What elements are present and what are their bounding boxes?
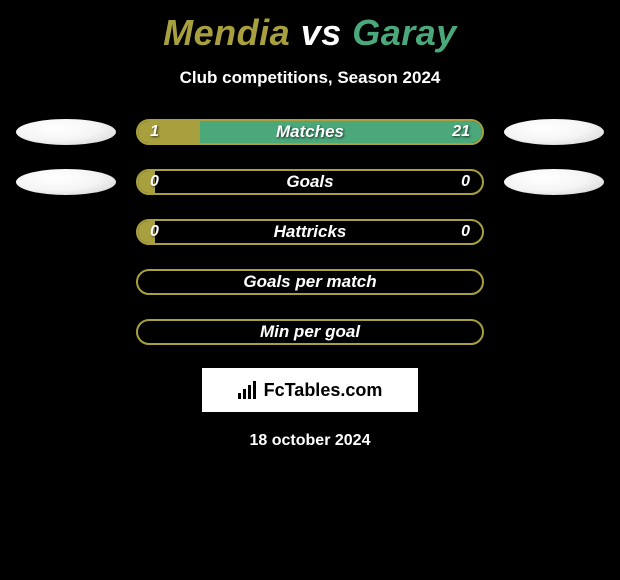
player1-name: Mendia [163,12,290,53]
bar-chart-icon [238,381,256,399]
stat-label: Goals [138,171,482,193]
stat-label: Hattricks [138,221,482,243]
stat-label: Min per goal [138,321,482,343]
logo-box: FcTables.com [202,368,418,412]
stat-value-left: 1 [150,121,159,143]
date-text: 18 october 2024 [0,432,620,450]
player1-avatar [16,169,116,195]
stat-row: Matches1 21 [0,118,620,146]
stat-label: Matches [138,121,482,143]
player1-avatar [16,119,116,145]
stat-bar: Hattricks0 0 [136,219,484,245]
vs-text: vs [301,12,342,53]
stat-row: Goals0 0 [0,168,620,196]
stat-row: Min per goal [0,318,620,346]
player2-avatar [504,119,604,145]
stat-value-right: 0 [461,221,470,243]
stat-row: Goals per match [0,268,620,296]
stats-rows: Matches121Goals00Hattricks00Goals per ma… [0,118,620,346]
stat-bar: Matches1 21 [136,119,484,145]
stat-label: Goals per match [138,271,482,293]
stat-value-right: 21 [452,121,470,143]
stat-bar: Goals per match [136,269,484,295]
player2-avatar [504,169,604,195]
logo-content: FcTables.com [238,380,383,401]
comparison-title: Mendia vs Garay [0,0,620,60]
stat-value-left: 0 [150,171,159,193]
subtitle: Club competitions, Season 2024 [0,68,620,88]
player2-name: Garay [352,12,457,53]
stat-bar: Goals0 0 [136,169,484,195]
stat-value-right: 0 [461,171,470,193]
logo-text: FcTables.com [264,380,383,401]
stat-bar: Min per goal [136,319,484,345]
stat-row: Hattricks0 0 [0,218,620,246]
stat-value-left: 0 [150,221,159,243]
